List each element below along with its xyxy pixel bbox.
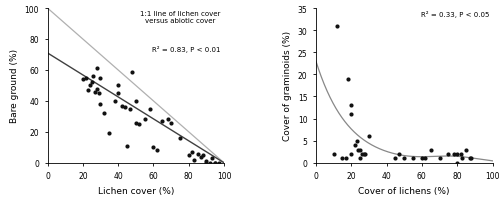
Point xyxy=(164,118,172,121)
Point xyxy=(362,153,370,156)
Point xyxy=(450,153,458,156)
Point xyxy=(208,157,216,160)
Point xyxy=(400,157,408,160)
Point xyxy=(352,139,360,143)
Point xyxy=(118,104,126,108)
Point xyxy=(94,92,102,95)
Point xyxy=(202,161,210,165)
Point xyxy=(212,161,220,165)
Point xyxy=(158,120,166,123)
Point xyxy=(86,84,94,88)
Point xyxy=(93,67,101,71)
Point xyxy=(358,153,366,156)
Point xyxy=(444,153,452,156)
Point xyxy=(100,112,108,115)
Text: R² = 0.33, P < 0.05: R² = 0.33, P < 0.05 xyxy=(420,11,489,18)
Point xyxy=(194,152,202,155)
Point xyxy=(91,91,99,94)
Point xyxy=(456,153,464,156)
Point xyxy=(132,100,140,103)
Point xyxy=(150,146,158,149)
Point xyxy=(114,84,122,88)
Point xyxy=(354,148,362,151)
Point xyxy=(136,123,143,126)
Text: 1:1 line of lichen cover
versus abiotic cover: 1:1 line of lichen cover versus abiotic … xyxy=(140,11,220,23)
Text: R² = 0.83, P < 0.01: R² = 0.83, P < 0.01 xyxy=(152,46,220,53)
Point xyxy=(106,132,114,135)
Point xyxy=(167,121,175,125)
Point xyxy=(126,108,134,111)
Point xyxy=(188,151,196,154)
Point xyxy=(365,135,373,138)
Point xyxy=(422,157,430,160)
Point xyxy=(215,161,223,165)
Point xyxy=(140,118,148,121)
Point xyxy=(342,157,350,160)
Point xyxy=(123,144,131,148)
Point xyxy=(426,148,434,151)
Point xyxy=(347,153,355,156)
Point xyxy=(436,157,444,160)
Point xyxy=(190,158,198,162)
Point xyxy=(88,81,96,85)
Point xyxy=(392,157,400,160)
Point xyxy=(395,153,403,156)
Point xyxy=(93,87,101,91)
Point xyxy=(197,155,205,158)
Point xyxy=(132,121,140,125)
Point xyxy=(330,153,338,156)
Point xyxy=(96,77,104,80)
Point xyxy=(356,157,364,160)
Point xyxy=(458,157,466,160)
X-axis label: Cover of lichens (%): Cover of lichens (%) xyxy=(358,186,450,195)
Point xyxy=(199,154,207,157)
Point xyxy=(462,148,470,151)
Point xyxy=(202,160,210,163)
Point xyxy=(185,154,193,157)
Point xyxy=(176,137,184,140)
Point xyxy=(466,157,473,160)
Point xyxy=(146,108,154,111)
Point xyxy=(212,161,220,165)
Point xyxy=(333,25,341,28)
X-axis label: Lichen cover (%): Lichen cover (%) xyxy=(98,186,174,195)
Point xyxy=(153,149,161,152)
Point xyxy=(468,157,475,160)
Y-axis label: Bare ground (%): Bare ground (%) xyxy=(10,49,19,123)
Point xyxy=(409,157,417,160)
Point xyxy=(453,161,461,165)
Point xyxy=(82,77,90,80)
Point xyxy=(344,78,351,81)
Point xyxy=(347,104,355,107)
Point xyxy=(351,144,359,147)
Y-axis label: Cover of graminoids (%): Cover of graminoids (%) xyxy=(284,31,292,141)
Point xyxy=(79,78,87,81)
Point xyxy=(453,153,461,156)
Point xyxy=(96,103,104,106)
Point xyxy=(418,157,426,160)
Point xyxy=(338,157,346,160)
Point xyxy=(114,92,122,95)
Point xyxy=(90,75,98,78)
Point xyxy=(360,153,368,156)
Point xyxy=(84,89,92,92)
Point xyxy=(206,161,214,165)
Point xyxy=(347,113,355,116)
Point xyxy=(128,71,136,74)
Point xyxy=(110,100,118,103)
Point xyxy=(121,106,129,109)
Point xyxy=(356,148,364,151)
